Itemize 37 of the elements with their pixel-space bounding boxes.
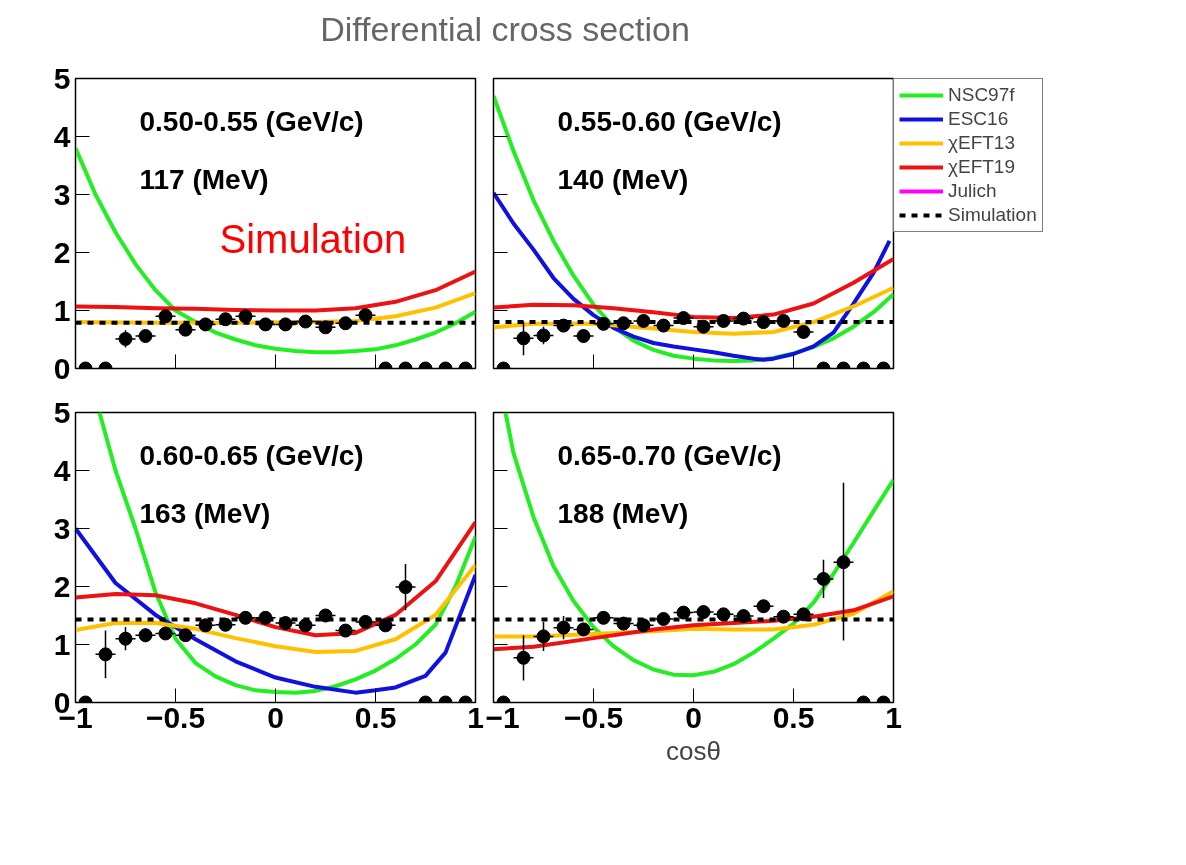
- y-tick-label: 2: [53, 569, 71, 603]
- annotation: 188 (MeV): [557, 497, 689, 529]
- chart-title: Differential cross section: [320, 9, 690, 50]
- legend-label: χEFT13: [948, 132, 1015, 154]
- x-axis-title: cosθ: [666, 735, 721, 766]
- x-tick-label: 1: [885, 700, 902, 734]
- x-tick-label: −0.5: [563, 700, 624, 734]
- legend-label: Julich: [948, 180, 997, 202]
- annotation: 0.65-0.70 (GeV/c): [557, 439, 782, 471]
- legend-label: Simulation: [948, 204, 1037, 226]
- y-tick-label: 4: [53, 453, 71, 487]
- annotation: 0.55-0.60 (GeV/c): [557, 105, 782, 137]
- y-tick-label: 0: [53, 351, 71, 385]
- y-tick-label: 5: [53, 61, 71, 95]
- legend-label: ESC16: [948, 108, 1009, 130]
- annotation: 117 (MeV): [139, 163, 269, 195]
- legend-label: χEFT19: [948, 156, 1015, 178]
- annotation: 140 (MeV): [557, 163, 689, 195]
- legend-label: NSC97f: [948, 84, 1015, 106]
- y-tick-label: 3: [53, 177, 71, 211]
- annotation: 0.60-0.65 (GeV/c): [139, 439, 364, 471]
- y-tick-label: 4: [53, 119, 71, 153]
- x-tick-label: 0.5: [772, 700, 815, 734]
- annotation: Simulation: [219, 217, 407, 262]
- x-tick-label: 0: [685, 700, 702, 734]
- y-tick-label: 1: [53, 627, 71, 661]
- x-tick-label: 0.5: [354, 700, 397, 734]
- x-tick-label: 1: [467, 700, 484, 734]
- annotation: 0.50-0.55 (GeV/c): [139, 105, 364, 137]
- y-tick-label: 3: [53, 511, 71, 545]
- x-tick-label: 0: [267, 700, 284, 734]
- y-tick-label: 2: [53, 235, 71, 269]
- y-tick-label: 5: [53, 395, 71, 429]
- x-tick-label: −0.5: [145, 700, 206, 734]
- y-tick-label: 1: [53, 293, 71, 327]
- annotation: 163 (MeV): [139, 497, 271, 529]
- x-tick-label: −1: [485, 700, 520, 734]
